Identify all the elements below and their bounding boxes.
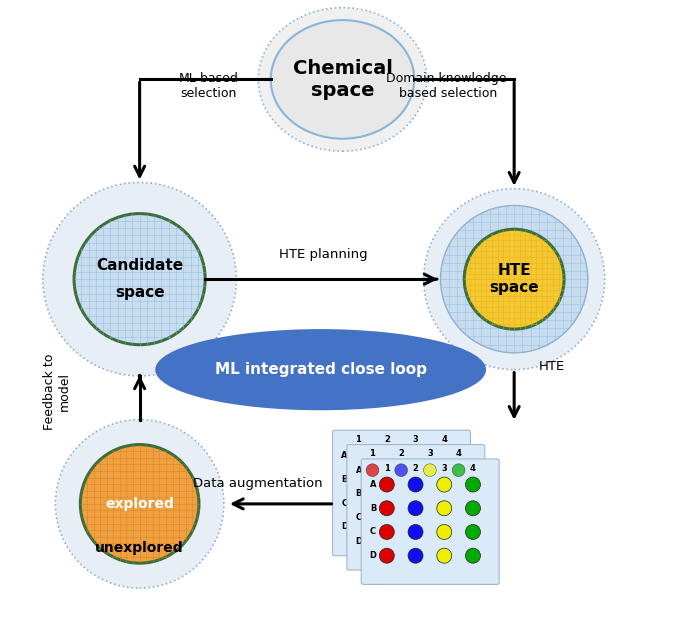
FancyBboxPatch shape: [347, 445, 485, 570]
Text: 4: 4: [470, 464, 476, 473]
Circle shape: [423, 464, 436, 477]
Text: 3: 3: [441, 464, 447, 473]
Circle shape: [466, 477, 480, 492]
Text: A: A: [341, 451, 347, 460]
Circle shape: [452, 464, 465, 477]
Circle shape: [440, 206, 588, 353]
Circle shape: [437, 548, 451, 563]
Circle shape: [437, 501, 451, 516]
Text: D: D: [341, 522, 348, 532]
Text: C: C: [341, 498, 347, 508]
Circle shape: [466, 548, 480, 563]
Circle shape: [423, 189, 605, 370]
Text: unexplored: unexplored: [95, 540, 184, 555]
Text: 2: 2: [384, 435, 390, 444]
Circle shape: [379, 501, 395, 516]
FancyBboxPatch shape: [332, 430, 471, 556]
Text: 4: 4: [456, 450, 462, 458]
Ellipse shape: [258, 8, 427, 151]
Text: Domain knowledge-
based selection: Domain knowledge- based selection: [386, 71, 511, 100]
Circle shape: [466, 525, 480, 539]
Circle shape: [466, 501, 480, 516]
Circle shape: [408, 548, 423, 563]
Text: A: A: [356, 466, 362, 475]
Text: 2: 2: [412, 464, 419, 473]
Circle shape: [408, 477, 423, 492]
Text: 2: 2: [398, 450, 404, 458]
Text: D: D: [370, 551, 377, 560]
Text: 3: 3: [412, 435, 419, 444]
Circle shape: [437, 525, 451, 539]
Circle shape: [379, 477, 395, 492]
Text: 3: 3: [427, 450, 433, 458]
Text: ML-based
selection: ML-based selection: [178, 71, 238, 100]
Circle shape: [408, 525, 423, 539]
Text: ML integrated close loop: ML integrated close loop: [214, 362, 427, 377]
Text: HTE planning: HTE planning: [279, 248, 368, 261]
Ellipse shape: [271, 20, 414, 139]
Text: Data augmentation: Data augmentation: [193, 477, 323, 490]
Circle shape: [464, 229, 564, 329]
Circle shape: [74, 214, 206, 345]
Text: HTE: HTE: [539, 360, 565, 373]
Ellipse shape: [155, 329, 486, 410]
Circle shape: [379, 525, 395, 539]
Text: 1: 1: [369, 450, 375, 458]
Text: Candidate: Candidate: [96, 258, 183, 273]
Text: A: A: [370, 480, 376, 489]
Text: HTE
space: HTE space: [489, 263, 539, 295]
Circle shape: [437, 477, 451, 492]
Circle shape: [366, 464, 379, 477]
Text: C: C: [356, 513, 362, 522]
Circle shape: [395, 464, 408, 477]
Text: B: B: [341, 475, 347, 484]
Circle shape: [379, 548, 395, 563]
Text: explored: explored: [105, 497, 174, 511]
Text: 4: 4: [441, 435, 447, 444]
Circle shape: [55, 419, 224, 588]
Text: 1: 1: [355, 435, 361, 444]
Text: D: D: [356, 537, 362, 546]
Text: C: C: [370, 527, 376, 537]
Text: space: space: [115, 285, 164, 300]
Text: B: B: [356, 490, 362, 498]
Circle shape: [43, 182, 236, 376]
Text: Feedback to
model: Feedback to model: [42, 354, 71, 429]
Text: B: B: [370, 503, 376, 513]
FancyBboxPatch shape: [361, 459, 499, 584]
Text: 1: 1: [384, 464, 390, 473]
Circle shape: [408, 501, 423, 516]
Text: Chemical
space: Chemical space: [292, 59, 393, 100]
Circle shape: [80, 445, 199, 563]
